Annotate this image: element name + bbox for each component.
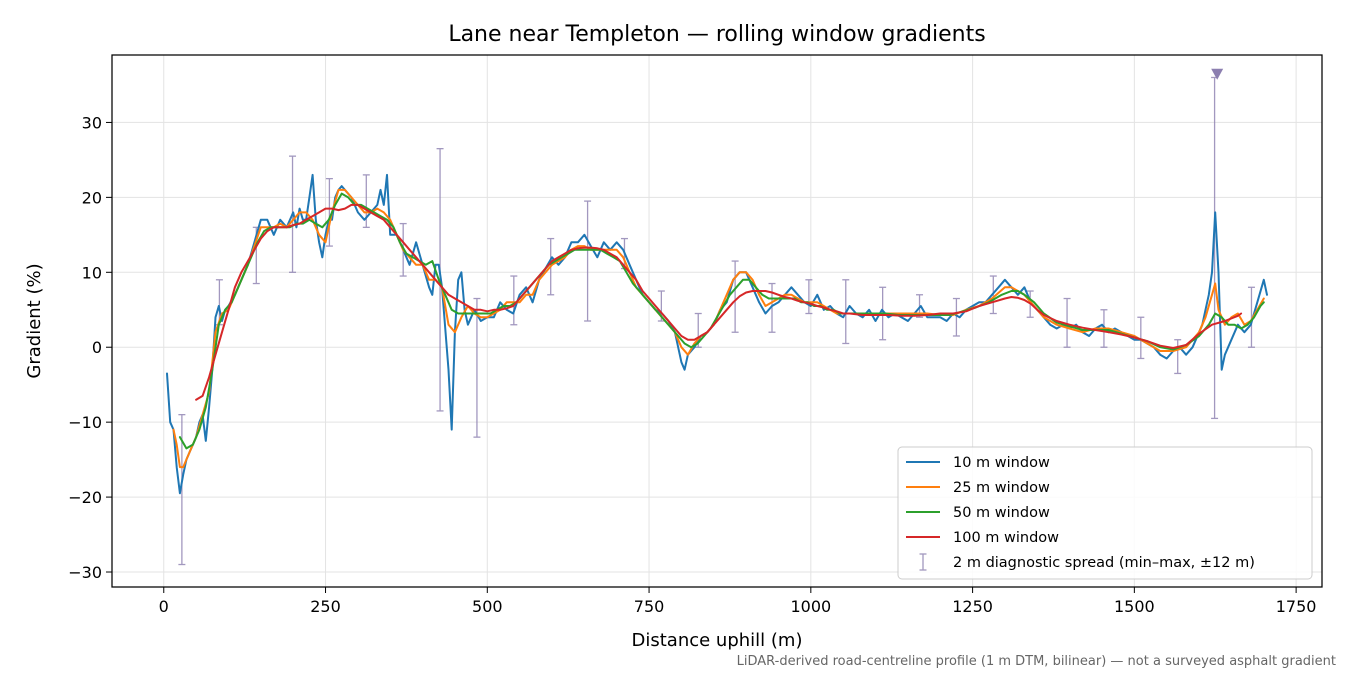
x-tick-label: 0	[159, 597, 169, 616]
spread-bar	[1063, 297, 1071, 348]
series-lines	[166, 173, 1268, 495]
spread-bar	[473, 297, 481, 438]
y-tick-label: 30	[82, 113, 102, 132]
x-tick-label: 750	[634, 597, 665, 616]
y-tick-label: −30	[68, 563, 102, 582]
chart-title: Lane near Templeton — rolling window gra…	[448, 22, 985, 47]
legend-label: 100 m window	[953, 530, 1059, 546]
legend-frame	[897, 446, 1313, 580]
spread-bar	[1137, 316, 1145, 360]
spread-bar	[325, 177, 333, 247]
spread-bar	[952, 297, 960, 337]
axis-ticks: 0 250 500 750 1000 1250 1500 1750 −30 −20 −10 0 10 20…	[68, 113, 1316, 616]
spread-bar	[584, 200, 592, 322]
spread-bar	[510, 275, 518, 326]
x-axis-label: Distance uphill (m)	[632, 630, 803, 651]
legend-swatch	[919, 553, 927, 571]
x-tick-label: 250	[310, 597, 341, 616]
y-tick-label: 10	[82, 263, 102, 282]
footnote: LiDAR-derived road-centreline profile (1…	[737, 654, 1336, 669]
y-tick-label: −20	[68, 488, 102, 507]
spread-bar	[731, 260, 739, 333]
series-line	[178, 192, 1265, 450]
legend-label: 25 m window	[953, 480, 1050, 496]
legend: 10 m window 25 m window 50 m window 100 m w…	[897, 446, 1313, 580]
x-tick-label: 1750	[1276, 597, 1317, 616]
series-line	[166, 173, 1268, 495]
spread-bar	[1247, 286, 1255, 348]
y-tick-label: −10	[68, 413, 102, 432]
series-line	[195, 203, 1243, 401]
x-tick-label: 1500	[1114, 597, 1155, 616]
x-tick-label: 1000	[790, 597, 831, 616]
spread-bar	[1174, 339, 1182, 375]
x-tick-label: 500	[472, 597, 503, 616]
off-scale-marker	[1211, 68, 1224, 80]
x-tick-label: 1250	[952, 597, 993, 616]
series-line	[172, 188, 1265, 469]
plot-frame	[111, 54, 1323, 588]
y-tick-label: 0	[92, 338, 102, 357]
y-tick-label: 20	[82, 188, 102, 207]
y-axis-label: Gradient (%)	[24, 263, 45, 378]
legend-label: 50 m window	[953, 505, 1050, 521]
legend-label: 2 m diagnostic spread (min–max, ±12 m)	[953, 555, 1255, 571]
spread-bar	[805, 279, 813, 315]
legend-label: 10 m window	[953, 455, 1050, 471]
